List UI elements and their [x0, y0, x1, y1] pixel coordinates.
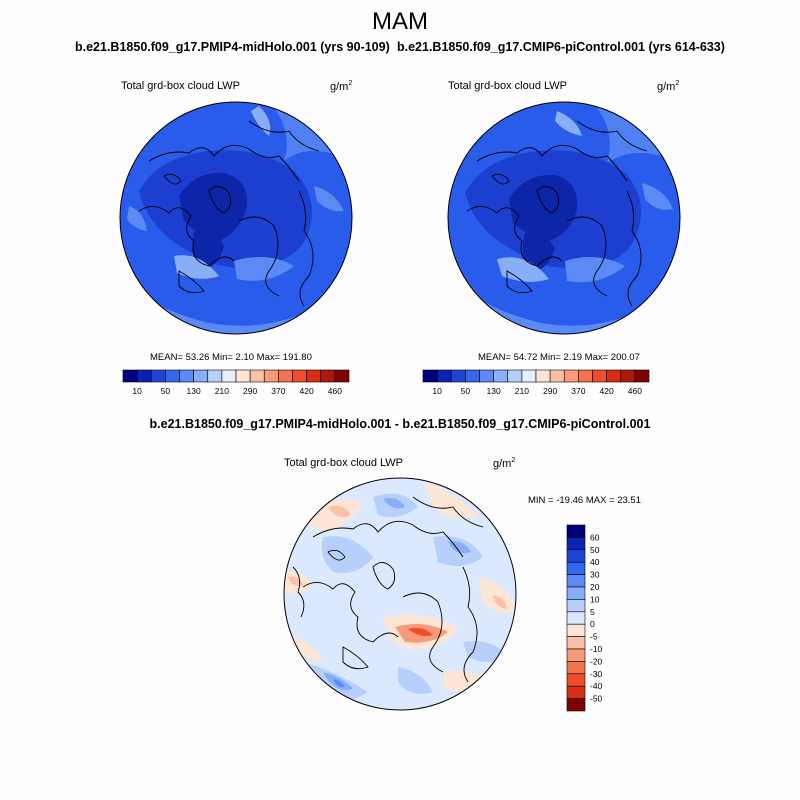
difference-unit: g/m2: [493, 457, 516, 470]
panel-2-colorbar-tick-label: 420: [600, 386, 614, 396]
panel-2-colorbar-tick-label: 50: [461, 386, 471, 396]
panel-1-colorbar-tick-label: 10: [132, 386, 142, 396]
panel-1-colorbar-swatch: [249, 369, 265, 383]
difference-colorbar-swatch: [566, 698, 586, 712]
panel-2-colorbar-tick-label: 130: [487, 386, 501, 396]
panel-1-colorbar-swatch: [136, 369, 152, 383]
panel-2-colorbar-swatch: [507, 369, 523, 383]
panel-1-colorbar-swatch: [306, 369, 322, 383]
panel-1-colorbar-tick-label: 420: [300, 386, 314, 396]
difference-colorbar-tick-label: -50: [590, 694, 603, 704]
panel-1-colorbar-tick-label: 460: [328, 386, 342, 396]
difference-colorbar-swatch: [566, 673, 586, 687]
panel-2-colorbar-swatch: [549, 369, 565, 383]
panel-1-colorbar-swatch: [292, 369, 307, 383]
difference-colorbar-swatch: [566, 574, 586, 588]
panel-1-colorbar-swatch: [165, 369, 180, 383]
difference-variable-label: Total grd-box cloud LWP: [284, 457, 404, 469]
difference-colorbar-swatch: [566, 549, 586, 563]
panel-1-stats: MEAN= 53.26 Min= 2.10 Max= 191.80: [150, 352, 312, 363]
panel-1-colorbar-swatch: [150, 369, 166, 383]
difference-colorbar-tick-label: 40: [590, 557, 600, 567]
panel-1-colorbar-swatch: [193, 369, 209, 383]
difference-colorbar-tick-label: -20: [590, 656, 603, 666]
difference-colorbar-tick-label: 20: [590, 582, 600, 592]
panel-2-colorbar-swatch: [578, 369, 593, 383]
panel-2-colorbar-swatch: [450, 369, 466, 383]
difference-colorbar-tick-label: -30: [590, 669, 603, 679]
panel-2-colorbar-swatch: [620, 369, 636, 383]
panel-2-colorbar-tick-label: 210: [515, 386, 529, 396]
season-title: MAM: [372, 8, 428, 35]
panel-2-colorbar-swatch: [521, 369, 537, 383]
panel-2-title: b.e21.B1850.f09_g17.CMIP6-piControl.001 …: [397, 40, 725, 54]
difference-colorbar-tick-label: 50: [590, 545, 600, 555]
panel-1-colorbar-tick-label: 50: [161, 386, 171, 396]
panel-1-colorbar-swatch: [221, 369, 237, 383]
panel-2-colorbar-swatch: [634, 369, 650, 383]
panel-2-colorbar-swatch: [436, 369, 452, 383]
panel-2-colorbar-tick-label: 290: [543, 386, 557, 396]
difference-colorbar-swatch: [566, 611, 586, 625]
panel-1-title: b.e21.B1850.f09_g17.PMIP4-midHolo.001 (y…: [75, 40, 390, 54]
panel-1-unit: g/m2: [330, 80, 353, 93]
difference-colorbar-swatch: [566, 636, 586, 650]
panel-2-colorbar-swatch: [563, 369, 579, 383]
panel-1-colorbar-swatch: [179, 369, 194, 383]
difference-colorbar-tick-label: -40: [590, 681, 603, 691]
panel-1-colorbar-swatch: [320, 369, 336, 383]
panel-2-polar-map: [447, 101, 681, 335]
panel-2-colorbar-swatch: [479, 369, 494, 383]
difference-colorbar-tick-label: 60: [590, 532, 600, 542]
panel-2-colorbar-swatch: [592, 369, 607, 383]
panel-1-colorbar-tick-label: 210: [215, 386, 229, 396]
difference-colorbar-swatch: [566, 599, 586, 613]
difference-colorbar-swatch: [566, 623, 586, 637]
panel-2-colorbar-swatch: [493, 369, 509, 383]
difference-colorbar-tick-label: 5: [590, 607, 595, 617]
difference-colorbar-swatch: [566, 685, 586, 699]
panel-2-stats: MEAN= 54.72 Min= 2.19 Max= 200.07: [478, 352, 640, 363]
panel-1-colorbar-swatch: [122, 369, 138, 383]
difference-polar-map: [283, 477, 517, 711]
panel-1-colorbar-tick-label: 370: [271, 386, 285, 396]
panel-2-variable-label: Total grd-box cloud LWP: [448, 80, 568, 92]
panel-1-colorbar-tick-label: 130: [187, 386, 201, 396]
panel-1-colorbar-tick-label: 290: [243, 386, 257, 396]
difference-colorbar-tick-label: 10: [590, 594, 600, 604]
difference-colorbar-tick-label: 30: [590, 570, 600, 580]
difference-colorbar-tick-label: -10: [590, 644, 603, 654]
panel-1-colorbar-swatch: [207, 369, 223, 383]
difference-colorbar-swatch: [566, 524, 586, 538]
difference-colorbar-swatch: [566, 648, 586, 662]
difference-stats: MIN = -19.46 MAX = 23.51: [528, 495, 642, 506]
panel-2-colorbar-swatch: [465, 369, 480, 383]
panel-1-colorbar-swatch: [263, 369, 279, 383]
panel-2-colorbar-swatch: [606, 369, 622, 383]
panel-2-colorbar-swatch: [535, 369, 551, 383]
panel-1-colorbar-swatch: [235, 369, 251, 383]
difference-title: b.e21.B1850.f09_g17.PMIP4-midHolo.001 - …: [149, 417, 651, 431]
panel-2-colorbar-tick-label: 10: [432, 386, 442, 396]
difference-colorbar-tick-label: 0: [590, 619, 595, 629]
panel-2-colorbar: 10 50 130 210 290 370 420 460: [422, 369, 650, 396]
difference-colorbar-swatch: [566, 537, 586, 551]
panel-2-colorbar-tick-label: 370: [571, 386, 585, 396]
panel-1-polar-map: [119, 101, 353, 335]
panel-2-colorbar-tick-label: 460: [628, 386, 642, 396]
panel-1-variable-label: Total grd-box cloud LWP: [121, 80, 241, 92]
panel-1-colorbar-swatch: [278, 369, 293, 383]
difference-colorbar-swatch: [566, 661, 586, 675]
difference-colorbar-tick-label: -5: [590, 632, 598, 642]
panel-1-colorbar: 10 50 130 210 290 370 420 460: [122, 369, 350, 396]
panel-2-colorbar-swatch: [422, 369, 438, 383]
panel-1-colorbar-swatch: [334, 369, 350, 383]
difference-colorbar-swatch: [566, 561, 586, 575]
difference-colorbar-swatch: [566, 586, 586, 600]
panel-2-unit: g/m2: [657, 80, 680, 93]
